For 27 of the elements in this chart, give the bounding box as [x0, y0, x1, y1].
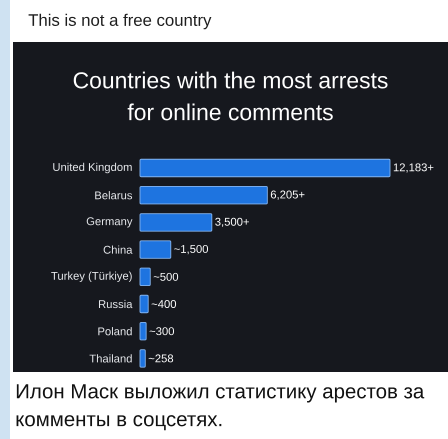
bar — [140, 268, 151, 286]
bar — [140, 322, 147, 340]
bar — [140, 240, 172, 259]
data-label: 12,183+ — [394, 163, 434, 173]
y-tick-label: China — [104, 245, 132, 254]
y-tick-label: Russia — [98, 300, 132, 308]
data-label: ~500 — [154, 272, 178, 281]
y-tick-label: Belarus — [95, 191, 132, 200]
data-label: ~1,500 — [174, 244, 208, 254]
bar — [140, 158, 390, 178]
bar — [140, 349, 146, 368]
bar — [140, 294, 149, 314]
data-label: 6,205+ — [270, 190, 304, 200]
text: This is not a free country — [28, 14, 212, 30]
y-tick-label: United Kingdom — [53, 162, 132, 174]
y-tick-label: Turkey (Türkiye) — [51, 272, 132, 282]
data-label: 3,500+ — [215, 218, 249, 228]
data-label: ~300 — [150, 327, 174, 336]
y-tick-label: Poland — [98, 327, 132, 336]
chart-title: Countries with the most arrests for online comments — [74, 72, 388, 120]
text: Илон Маск выложил статистику арестов за комменты в соцсетях. — [16, 384, 424, 430]
bar — [140, 213, 212, 232]
bar — [140, 186, 268, 204]
y-tick-label: Germany — [86, 217, 132, 228]
data-label: ~258 — [148, 354, 174, 362]
y-tick-label: Thailand — [90, 354, 132, 363]
data-label: ~400 — [152, 300, 176, 308]
